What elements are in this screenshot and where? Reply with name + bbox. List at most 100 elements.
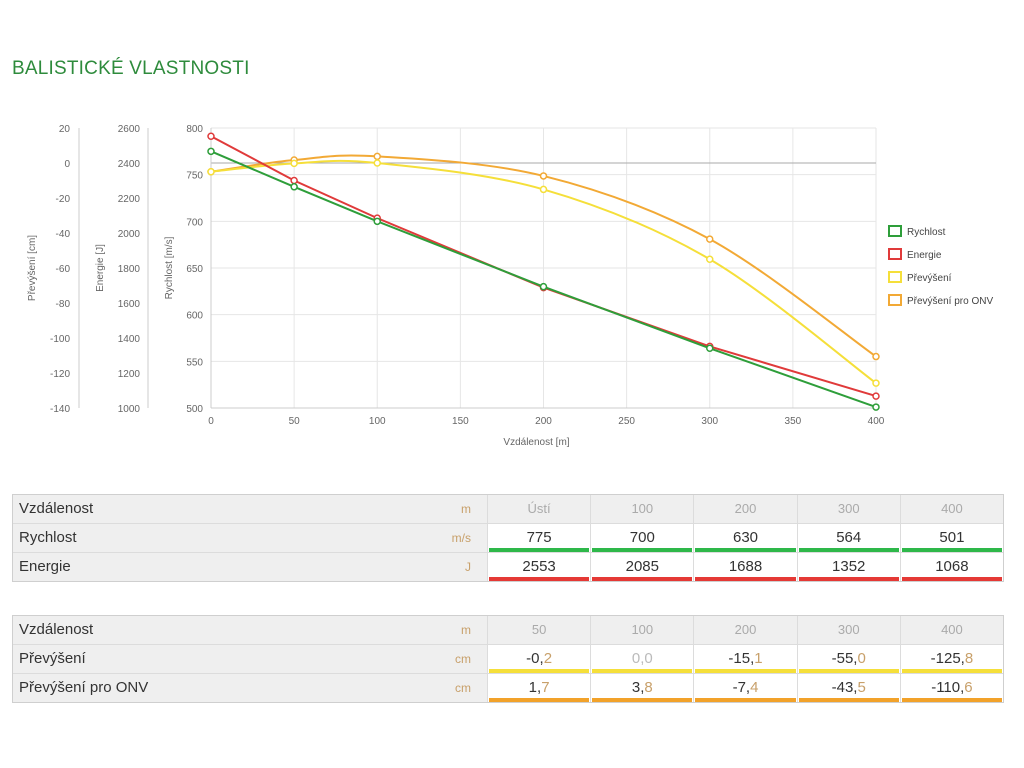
table-cell: -7,4 (693, 674, 796, 702)
y-tick-label-energie: 1800 (118, 264, 141, 275)
value-bar (592, 669, 693, 673)
table-cell: -0,2 (487, 645, 590, 673)
table-cell: 0,0 (590, 645, 693, 673)
data-point-p-ev-en- (706, 255, 714, 263)
table-cell: 630 (693, 524, 796, 552)
series-line-rychlost (210, 150, 877, 409)
data-point-p-ev-en-pro-onv (373, 152, 381, 161)
value-bar (592, 548, 693, 552)
y-tick-label-rychlost: 800 (186, 124, 203, 135)
table-cell: 1688 (693, 553, 796, 581)
y-tick-label-prevyseni: -60 (56, 264, 71, 275)
page-title: BALISTICKÉ VLASTNOSTI (12, 58, 250, 79)
data-point-energie (207, 132, 215, 140)
value-bar (901, 548, 1003, 552)
table-header-cell: 300 (796, 495, 900, 523)
x-tick-label: 50 (289, 416, 301, 427)
y-tick-label-prevyseni: -20 (56, 194, 71, 205)
x-tick-label: 200 (535, 416, 552, 427)
row-label: Energie (13, 553, 379, 581)
y-tick-label-energie: 1400 (118, 334, 141, 345)
row-label: Vzdálenost (13, 616, 379, 644)
table-cell: 1068 (899, 553, 1003, 581)
data-point-energie (872, 392, 880, 400)
table-header-cell: 200 (693, 616, 797, 644)
table-header-cell: 400 (899, 616, 1004, 644)
y-tick-label-energie: 1000 (118, 404, 141, 415)
y-tick-label-rychlost: 650 (186, 264, 203, 275)
table-header-cell: Ústí (487, 495, 591, 523)
value-bar (695, 698, 796, 702)
x-tick-label: 150 (452, 416, 469, 427)
y-tick-label-rychlost: 500 (186, 404, 203, 415)
table-cell: -43,5 (796, 674, 900, 702)
data-point-rychlost (872, 403, 880, 411)
value-bar (489, 577, 590, 581)
table-header-row: Vzdálenost m Ústí 100 200 300 400 (13, 495, 1004, 523)
value-bar (592, 698, 693, 702)
y-tick-label-rychlost: 600 (186, 311, 203, 322)
row-unit: J (379, 553, 487, 581)
y-tick-label-rychlost: 750 (186, 171, 203, 182)
value-bar (489, 669, 590, 673)
legend-swatch (888, 225, 902, 237)
y-tick-label-energie: 1600 (118, 299, 141, 310)
row-unit: cm (379, 645, 487, 673)
table-header-cell: 200 (693, 495, 797, 523)
y-tick-label-rychlost: 550 (186, 357, 203, 368)
value-bar (798, 669, 899, 673)
x-tick-label: 300 (701, 416, 718, 427)
row-unit: m (379, 495, 487, 523)
data-point-rychlost (373, 217, 381, 226)
legend-swatch (888, 248, 902, 260)
y-tick-label-energie: 2200 (118, 194, 141, 205)
x-tick-label: 350 (785, 416, 802, 427)
x-tick-label: 100 (369, 416, 386, 427)
table-row: Rychlost m/s 775 700 630 564 501 (13, 523, 1003, 552)
ballistics-table-elevation: Vzdálenost m 50 100 200 300 400 Převýšení cm -0,2… (12, 615, 1004, 703)
legend-label: Převýšení pro ONV (907, 296, 993, 307)
legend-label: Rychlost (907, 227, 946, 238)
y-tick-label-energie: 1200 (118, 369, 141, 380)
data-point-p-ev-en- (872, 379, 880, 387)
table-header-cell: 100 (590, 616, 694, 644)
table-cell: 775 (487, 524, 590, 552)
row-unit: m (379, 616, 487, 644)
row-unit: m/s (379, 524, 487, 552)
y-tick-label-prevyseni: -140 (50, 404, 70, 415)
table-header-cell: 50 (487, 616, 591, 644)
row-unit: cm (379, 674, 487, 702)
table-cell: 564 (796, 524, 900, 552)
value-bar (489, 548, 590, 552)
row-label: Převýšení pro ONV (13, 674, 379, 702)
legend-label: Převýšení (907, 273, 952, 284)
data-point-rychlost (207, 147, 215, 156)
table-cell: -55,0 (796, 645, 900, 673)
data-point-rychlost (706, 344, 714, 353)
row-label: Rychlost (13, 524, 379, 552)
data-point-p-ev-en- (539, 185, 548, 194)
table-header-cell: 300 (796, 616, 900, 644)
value-bar (695, 669, 796, 673)
table-cell: 2553 (487, 553, 590, 581)
value-bar (695, 548, 796, 552)
data-point-p-ev-en-pro-onv (872, 352, 880, 361)
table-cell: -125,8 (899, 645, 1003, 673)
table-row: Převýšení pro ONV cm 1,7 3,8 -7,4 -43,5 -110,6 (13, 673, 1003, 702)
value-bar (798, 577, 899, 581)
table-cell: 501 (899, 524, 1003, 552)
y-axis-label-rychlost: Rychlost [m/s] (164, 236, 175, 299)
y-tick-label-energie: 2600 (118, 124, 141, 135)
data-point-rychlost (539, 282, 548, 291)
x-tick-label: 0 (208, 416, 214, 427)
y-tick-label-energie: 2400 (118, 159, 141, 170)
legend-swatch (888, 294, 902, 306)
y-tick-label-prevyseni: 0 (64, 159, 70, 170)
table-cell: -110,6 (899, 674, 1003, 702)
data-point-rychlost (290, 183, 298, 191)
value-bar (901, 577, 1003, 581)
legend-swatch (888, 271, 902, 283)
y-tick-label-energie: 2000 (118, 229, 141, 240)
data-point-p-ev-en- (207, 168, 215, 176)
